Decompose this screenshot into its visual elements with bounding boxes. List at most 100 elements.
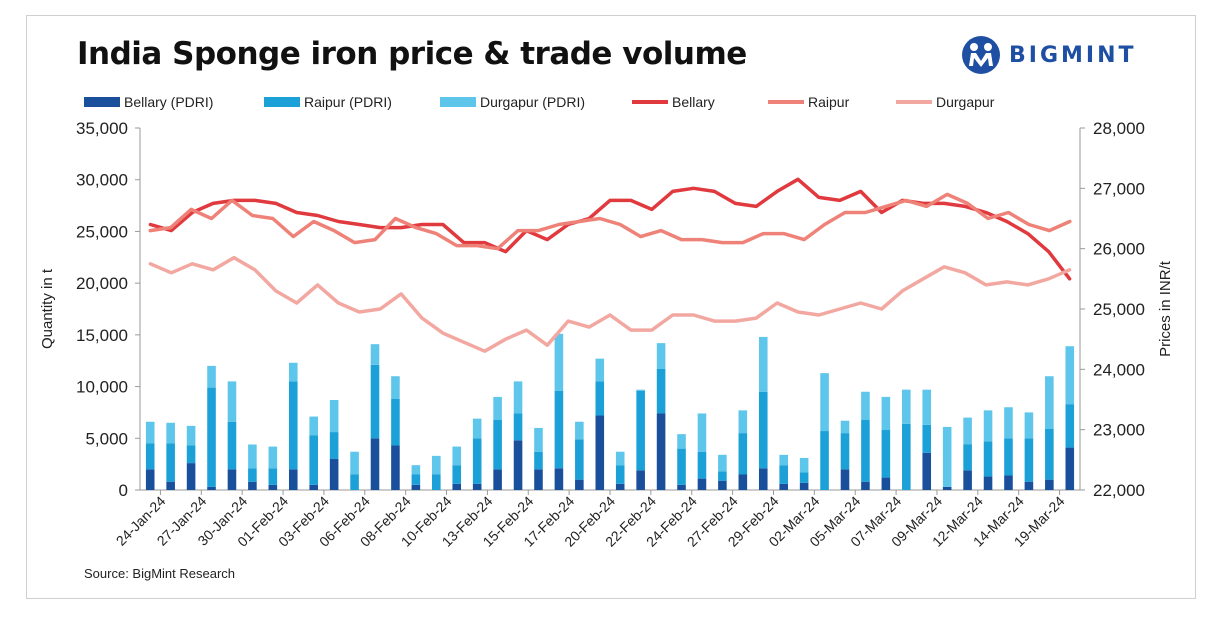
bar-raipur (1024, 438, 1034, 482)
bar-bellary (758, 468, 768, 490)
bar-durgapur (227, 381, 237, 422)
bar-bellary (840, 469, 850, 490)
bar-durgapur (1065, 346, 1075, 405)
bar-raipur (615, 465, 625, 484)
bar-durgapur (799, 457, 809, 473)
legend-label-bellary-line: Bellary (672, 94, 715, 110)
bar-bellary (411, 484, 421, 490)
bar-raipur (758, 391, 768, 469)
bar-bellary (697, 478, 707, 490)
y-axis-title: Quantity in t (39, 268, 56, 349)
line-durgapur (148, 255, 1072, 353)
y2-tick-label: 24,000 (1093, 360, 1145, 379)
legend-label-raipur-bar: Raipur (PDRI) (304, 94, 392, 110)
bar-raipur (329, 432, 339, 459)
y-tick-label: 5,000 (85, 429, 128, 448)
bar-durgapur (1024, 412, 1034, 439)
bar-durgapur (329, 400, 339, 433)
bigmint-logo-icon (962, 36, 1000, 74)
bar-bellary (166, 481, 175, 490)
bar-durgapur (554, 333, 564, 391)
bar-bellary (799, 482, 809, 490)
legend-swatch-raipur-bar (264, 97, 300, 107)
bar-durgapur (1004, 407, 1013, 439)
bar-bellary (207, 486, 216, 490)
bar-bellary (554, 468, 564, 490)
bar-raipur (350, 474, 359, 490)
bar-durgapur (350, 451, 359, 475)
y2-tick-label: 26,000 (1093, 240, 1145, 259)
y2-tick-label: 25,000 (1093, 300, 1145, 319)
bar-durgapur (248, 444, 257, 469)
bar-bellary (493, 469, 502, 490)
bar-durgapur (472, 418, 482, 439)
bar-raipur (656, 368, 666, 414)
bar-durgapur (513, 381, 523, 414)
bar-durgapur (288, 362, 298, 382)
line-bellary (148, 177, 1072, 281)
bar-raipur (861, 419, 870, 482)
y2-tick-label: 23,000 (1093, 421, 1145, 440)
bar-bellary (636, 470, 645, 490)
bar-durgapur (411, 465, 421, 475)
bar-bellary (575, 479, 584, 490)
bar-raipur (248, 468, 257, 482)
legend-swatch-durgapur-bar (440, 97, 476, 107)
bar-durgapur (166, 422, 175, 444)
bar-bellary (677, 484, 686, 490)
bar-durgapur (145, 421, 155, 444)
bar-bellary (248, 481, 257, 490)
bar-raipur (472, 438, 482, 484)
bar-raipur (145, 443, 155, 470)
bar-bellary (779, 483, 788, 490)
bar-durgapur (861, 391, 870, 420)
bar-durgapur (309, 416, 318, 436)
bar-durgapur (207, 365, 216, 388)
bar-raipur (881, 430, 891, 478)
y2-tick-label: 28,000 (1093, 119, 1145, 138)
brand-logo: BIGMINT (961, 35, 1137, 75)
bar-durgapur (432, 455, 441, 475)
bar-bellary (513, 440, 523, 490)
bar-bellary (1065, 447, 1075, 490)
bar-durgapur (391, 376, 400, 399)
bar-raipur (595, 381, 605, 416)
bar-bellary (145, 469, 155, 490)
bar-raipur (697, 451, 707, 479)
bar-raipur (1065, 404, 1075, 448)
bar-raipur (554, 390, 564, 469)
bar-durgapur (902, 389, 911, 424)
source-note: Source: BigMint Research (84, 566, 236, 581)
bar-durgapur (820, 373, 829, 432)
bar-durgapur (186, 425, 196, 446)
bar-raipur (370, 364, 380, 439)
bar-durgapur (677, 434, 686, 449)
bar-durgapur (452, 446, 462, 466)
chart-frame (26, 15, 1196, 599)
bar-bellary (534, 469, 543, 490)
bar-durgapur (268, 446, 278, 469)
bar-durgapur (595, 358, 605, 382)
bar-raipur (166, 443, 175, 482)
bar-raipur (1045, 428, 1054, 480)
bar-durgapur (575, 421, 584, 440)
bar-durgapur (758, 336, 768, 392)
bar-raipur (391, 398, 400, 446)
bar-bellary (268, 484, 278, 490)
bar-durgapur (656, 343, 666, 369)
bar-raipur (309, 435, 318, 485)
bar-durgapur (493, 396, 502, 420)
legend-label-raipur-line: Raipur (808, 94, 850, 110)
bar-durgapur (963, 417, 972, 445)
bar-bellary (227, 469, 237, 490)
bar-bellary (472, 483, 482, 490)
bar-durgapur (1045, 376, 1054, 429)
bar-raipur (677, 448, 686, 485)
bar-durgapur (922, 389, 932, 425)
bar-durgapur (718, 454, 727, 472)
bar-durgapur (697, 413, 707, 452)
brand-name: BIGMINT (1009, 42, 1137, 68)
bar-raipur (575, 439, 584, 480)
bar-bellary (1004, 475, 1013, 490)
